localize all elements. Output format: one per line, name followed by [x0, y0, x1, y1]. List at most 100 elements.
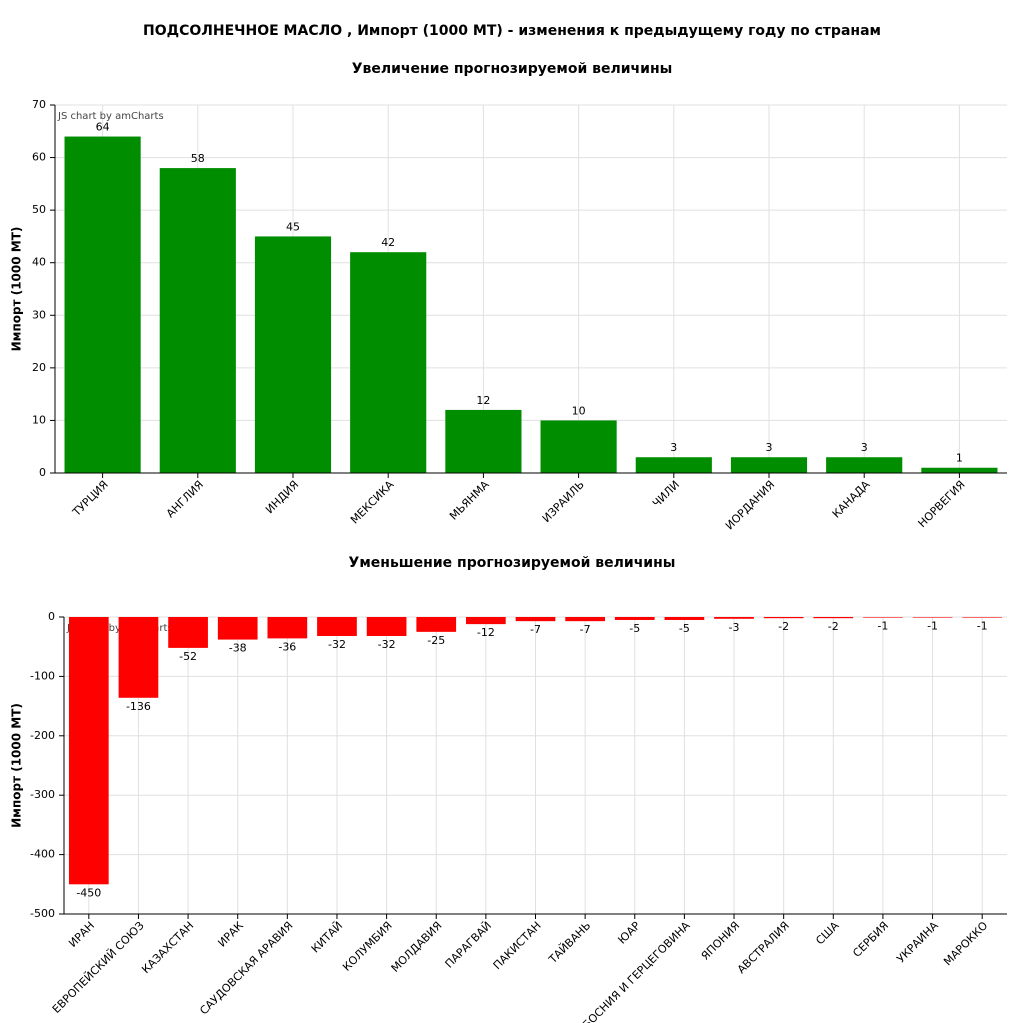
value-label: -2: [828, 620, 839, 633]
value-label: -32: [328, 638, 346, 651]
value-label: -52: [179, 650, 197, 663]
credit: JS chart by amCharts: [57, 111, 164, 122]
bar: [366, 617, 407, 637]
value-label: -5: [679, 622, 690, 635]
value-label: 12: [476, 394, 490, 407]
bar: [826, 457, 903, 473]
x-tick-label: ПАКИСТАН: [491, 919, 544, 972]
page-title: ПОДСОЛНЕЧНОЕ МАСЛО , Импорт (1000 МТ) - …: [143, 23, 881, 39]
x-tick-label: МАРОККО: [941, 919, 990, 968]
x-tick-label: ИОРДАНИЯ: [723, 478, 777, 532]
x-tick-label: ЧИЛИ: [650, 478, 682, 510]
bar: [64, 136, 141, 474]
value-label: -2: [778, 620, 789, 633]
bar: [217, 617, 258, 640]
y-tick-label: 70: [32, 98, 46, 111]
y-tick-label: -200: [30, 729, 55, 742]
bar: [159, 168, 236, 474]
value-label: 58: [191, 152, 205, 165]
value-label: -136: [126, 700, 151, 713]
bar: [350, 252, 427, 473]
x-tick-label: НОРВЕГИЯ: [916, 478, 968, 530]
bar: [614, 617, 655, 620]
x-tick-label: ИЗРАИЛЬ: [540, 478, 587, 525]
bar: [445, 409, 522, 473]
x-tick-label: МЕКСИКА: [348, 478, 397, 527]
value-label: -38: [229, 642, 247, 655]
value-label: -36: [278, 640, 296, 653]
bar: [267, 617, 308, 639]
bar: [317, 617, 357, 637]
value-label: 1: [956, 452, 963, 465]
bar: [68, 617, 109, 885]
bar: [962, 617, 1003, 618]
bar: [466, 617, 506, 625]
bar: [664, 617, 705, 620]
x-tick-label: ИРАН: [66, 919, 97, 950]
y-tick-label: 60: [32, 151, 46, 164]
bar: [863, 617, 903, 618]
bar: [515, 617, 556, 622]
y-axis-label: Импорт (1000 МТ): [10, 227, 24, 352]
chart-subtitle: Уменьшение прогнозируемой величины: [349, 555, 676, 571]
bar: [813, 617, 854, 619]
value-label: -7: [530, 623, 541, 636]
x-tick-label: МЬЯНМА: [447, 478, 492, 523]
x-tick-label: КАНАДА: [830, 478, 873, 521]
y-tick-label: 0: [48, 610, 55, 623]
x-tick-label: АНГЛИЯ: [164, 478, 206, 520]
bar: [714, 617, 754, 619]
value-label: -32: [378, 638, 396, 651]
x-tick-label: ИРАК: [215, 919, 246, 950]
chart-subtitle: Увеличение прогнозируемой величины: [352, 61, 673, 77]
x-tick-label: ТУРЦИЯ: [69, 478, 110, 519]
bar: [921, 467, 998, 473]
bar: [540, 420, 617, 473]
x-tick-label: КОЛУМБИЯ: [340, 919, 395, 974]
y-tick-label: 50: [32, 203, 46, 216]
x-tick-label: ЕВРОПЕЙСКИЙ СОЮЗ: [50, 919, 147, 1016]
value-label: -12: [477, 626, 495, 639]
x-tick-label: КАЗАХСТАН: [139, 919, 196, 976]
value-label: -450: [76, 886, 101, 899]
x-tick-label: САУДОВСКАЯ АРАВИЯ: [197, 919, 295, 1017]
value-label: 42: [381, 236, 395, 249]
value-label: -3: [729, 621, 740, 634]
value-label: -7: [580, 623, 591, 636]
value-label: -1: [927, 620, 938, 633]
bar: [912, 617, 953, 618]
bar: [635, 457, 712, 473]
value-label: 3: [861, 441, 868, 454]
value-label: 3: [766, 441, 773, 454]
value-label: -5: [629, 622, 640, 635]
y-axis-label: Импорт (1000 МТ): [10, 703, 24, 828]
x-tick-label: АВСТРАЛИЯ: [735, 919, 792, 976]
bar: [416, 617, 457, 632]
bar: [730, 457, 808, 473]
x-tick-label: ЯПОНИЯ: [699, 919, 743, 963]
value-label: -1: [877, 620, 888, 633]
x-tick-label: ЮАР: [615, 919, 643, 947]
x-tick-label: УКРАИНА: [894, 919, 941, 966]
value-label: 45: [286, 220, 300, 233]
value-label: -1: [977, 620, 988, 633]
bar: [763, 617, 804, 619]
y-tick-label: 40: [32, 256, 46, 269]
x-tick-label: США: [813, 919, 842, 948]
x-tick-label: ИНДИЯ: [263, 478, 301, 516]
y-tick-label: -400: [30, 848, 55, 861]
y-tick-label: 0: [39, 466, 46, 479]
bar: [254, 236, 332, 473]
y-tick-label: -300: [30, 788, 55, 801]
y-tick-label: -100: [30, 669, 55, 682]
value-label: 3: [670, 441, 677, 454]
x-tick-label: СЕРБИЯ: [850, 919, 891, 960]
bar: [118, 617, 159, 698]
y-tick-label: -500: [30, 907, 55, 920]
value-label: -25: [427, 634, 445, 647]
y-tick-label: 20: [32, 361, 46, 374]
x-tick-label: МОЛДАВИЯ: [389, 919, 445, 975]
x-tick-label: ПАРАГВАЙ: [443, 919, 495, 971]
bar: [565, 617, 605, 622]
